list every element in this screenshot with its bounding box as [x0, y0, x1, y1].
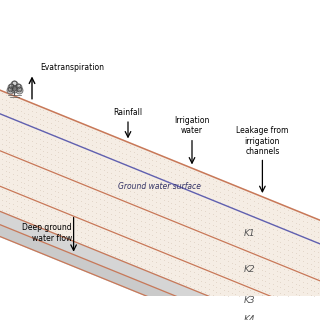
Text: K2: K2 [244, 266, 255, 275]
Text: Rainfall: Rainfall [113, 108, 143, 117]
Text: K4: K4 [244, 315, 255, 320]
Text: Deep ground
water flow: Deep ground water flow [22, 223, 72, 243]
Polygon shape [0, 212, 320, 320]
Text: K1: K1 [244, 229, 255, 238]
Polygon shape [0, 225, 320, 320]
Text: Irrigation
water: Irrigation water [174, 116, 210, 135]
Text: K3: K3 [244, 296, 255, 305]
Polygon shape [0, 90, 320, 320]
Text: Evatranspiration: Evatranspiration [40, 63, 104, 72]
Text: Ground water surface: Ground water surface [118, 182, 202, 191]
Text: Leakage from
irrigation
channels: Leakage from irrigation channels [236, 126, 289, 156]
